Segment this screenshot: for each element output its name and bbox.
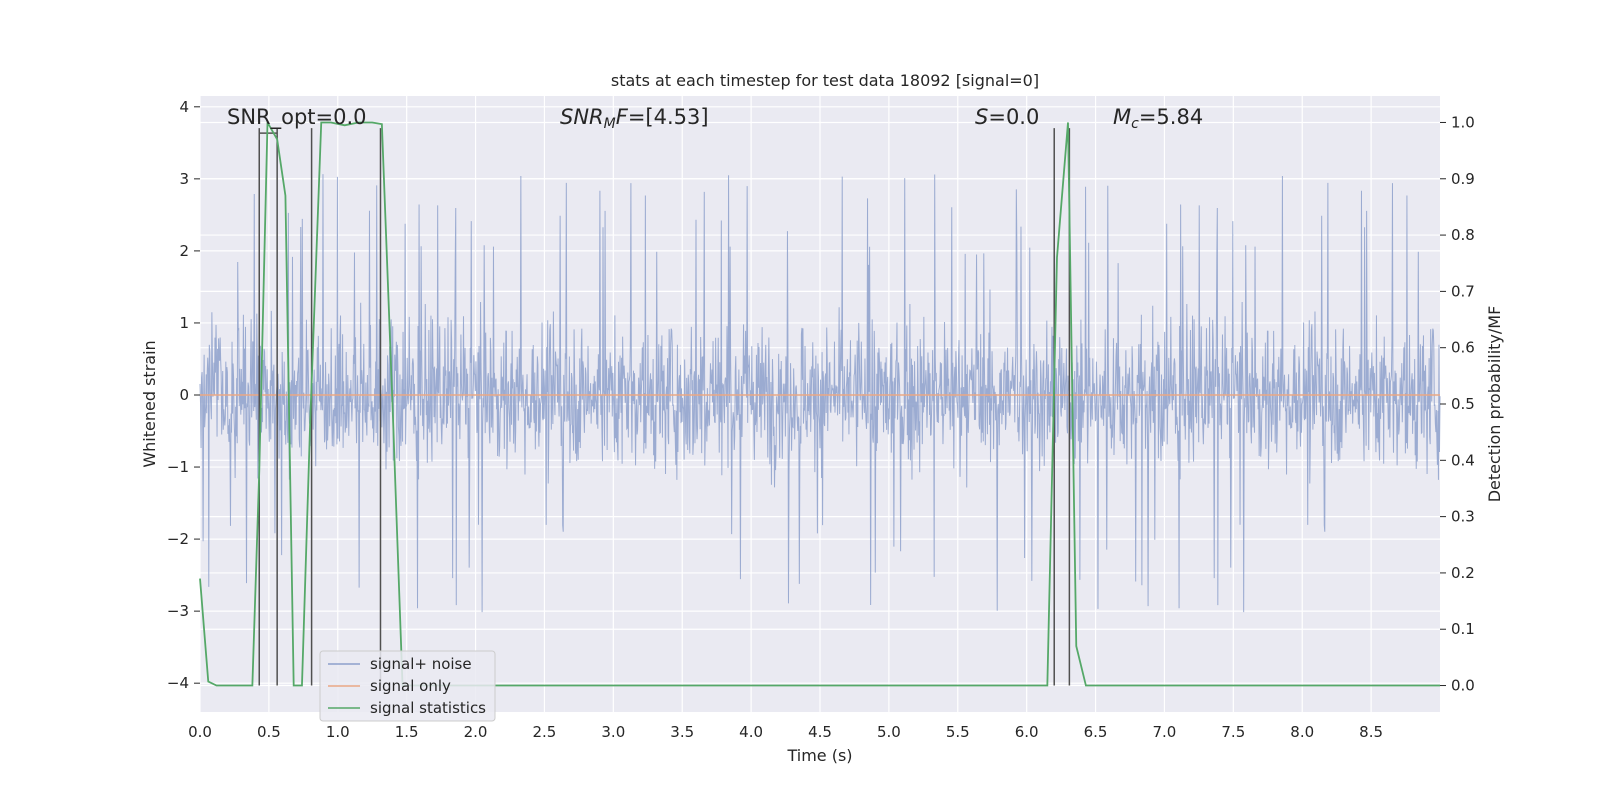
x-tick-label-4: 2.0 (464, 723, 488, 741)
x-tick-label-3: 1.5 (395, 723, 419, 741)
x-axis-ticks: 0.0 0.5 1.0 1.5 2.0 2.5 3.0 3.5 4.0 4.5 5.0 5.5 6.0 6… (188, 723, 1383, 741)
y-axis-ticks: −4 −3 −2 −1 0 1 2 3 4 (167, 98, 200, 692)
y-right-axis-label: Detection probability/MF (1485, 306, 1504, 503)
y-tick-label-0: −4 (167, 674, 189, 692)
yr-tick-label-10: 1.0 (1451, 113, 1475, 131)
x-tick-label-2: 1.0 (326, 723, 350, 741)
noise-trace (199, 174, 1441, 613)
x-tick-label-5: 2.5 (533, 723, 557, 741)
yr-tick-label-9: 0.9 (1451, 170, 1475, 188)
x-tick-label-9: 4.5 (808, 723, 832, 741)
series-signal-statistics (199, 119, 1440, 687)
legend-label-signal-statistics: signal statistics (370, 699, 486, 717)
x-tick-label-14: 7.0 (1153, 723, 1177, 741)
y-tick-label-7: 3 (179, 170, 189, 188)
x-tick-label-8: 4.0 (739, 723, 763, 741)
yr-tick-label-5: 0.5 (1451, 395, 1475, 413)
x-tick-label-12: 6.0 (1015, 723, 1039, 741)
y-tick-label-4: 0 (179, 386, 189, 404)
annotations: SNR_opt=0.0 SNRMF=[4.53] S=0.0 Mc=5.84 (227, 105, 1203, 132)
chart-title: stats at each timestep for test data 180… (611, 71, 1039, 90)
x-tick-label-1: 0.5 (257, 723, 281, 741)
x-tick-label-13: 6.5 (1084, 723, 1108, 741)
yr-tick-label-4: 0.4 (1451, 451, 1475, 469)
annotation-mc: Mc=5.84 (1113, 105, 1203, 132)
y-tick-label-1: −3 (167, 602, 189, 620)
yr-tick-label-8: 0.8 (1451, 226, 1475, 244)
annotation-snr-mf: SNRMF=[4.53] (560, 105, 709, 132)
y-right-axis-ticks: 0.0 0.1 0.2 0.3 0.4 0.5 0.6 0.7 0.8 0.9 1.0 (1440, 113, 1475, 695)
y-tick-label-6: 2 (179, 242, 189, 260)
x-axis-label: Time (s) (786, 746, 852, 765)
x-tick-label-11: 5.5 (946, 723, 970, 741)
x-tick-label-0: 0.0 (188, 723, 212, 741)
legend: signal+ noise signal only signal statist… (319, 650, 496, 722)
x-tick-label-10: 5.0 (877, 723, 901, 741)
yr-tick-label-6: 0.6 (1451, 339, 1475, 357)
yr-tick-label-1: 0.1 (1451, 620, 1475, 638)
y-tick-label-2: −2 (167, 530, 189, 548)
yr-tick-label-2: 0.2 (1451, 564, 1475, 582)
annotation-s: S=0.0 (975, 105, 1039, 129)
y-axis-label: Whitened strain (140, 340, 159, 467)
yr-tick-label-7: 0.7 (1451, 282, 1475, 300)
yr-tick-label-0: 0.0 (1451, 677, 1475, 695)
y-tick-label-8: 4 (179, 98, 189, 116)
legend-box (319, 650, 496, 722)
x-tick-label-15: 7.5 (1221, 723, 1245, 741)
annotation-snr-opt: SNR_opt=0.0 (227, 105, 367, 130)
x-tick-label-16: 8.0 (1290, 723, 1314, 741)
x-tick-label-7: 3.5 (670, 723, 694, 741)
y-tick-label-3: −1 (167, 458, 189, 476)
legend-label-signal-noise: signal+ noise (370, 655, 472, 673)
x-tick-label-17: 8.5 (1359, 723, 1383, 741)
legend-label-signal-only: signal only (370, 677, 451, 695)
signal-statistics-line (199, 119, 1440, 687)
yr-tick-label-3: 0.3 (1451, 508, 1475, 526)
x-tick-label-6: 3.0 (601, 723, 625, 741)
series-signal-noise (199, 174, 1441, 613)
y-tick-label-5: 1 (179, 314, 189, 332)
